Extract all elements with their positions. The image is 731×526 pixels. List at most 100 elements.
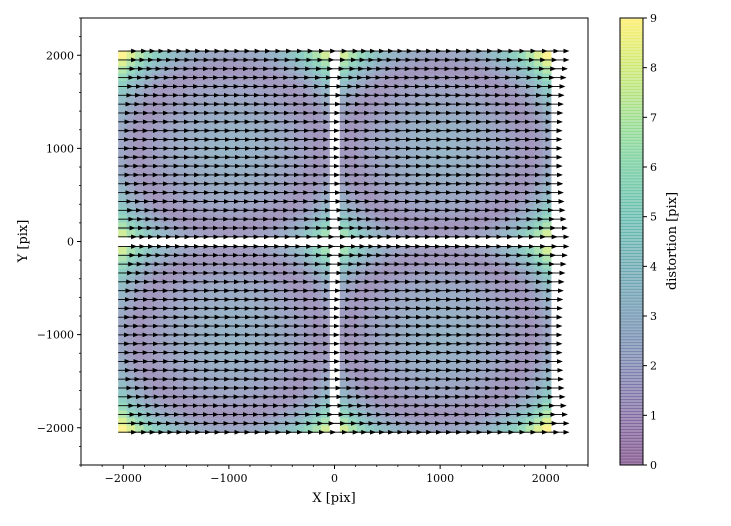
- heat-cell: [356, 305, 366, 314]
- colorbar-tick-label: 8: [650, 62, 657, 75]
- heat-cell: [143, 229, 153, 238]
- heat-cell: [135, 409, 145, 418]
- heat-cell: [525, 350, 535, 359]
- heat-cell: [312, 125, 322, 134]
- heat-cell: [339, 268, 349, 277]
- heat-cell: [534, 246, 544, 255]
- heat-cell: [202, 394, 212, 404]
- heat-cell: [432, 365, 442, 374]
- heat-cell: [320, 260, 330, 269]
- heat-cell: [483, 417, 493, 426]
- heat-cell: [407, 365, 417, 374]
- heat-cell: [211, 372, 221, 381]
- heat-cell: [295, 102, 305, 111]
- heat-cell: [365, 154, 375, 163]
- heat-cell: [474, 229, 485, 238]
- heat-cell: [441, 290, 451, 299]
- heat-cell: [348, 253, 358, 262]
- heat-cell: [508, 298, 518, 307]
- heat-cell: [525, 268, 535, 277]
- heat-cell: [278, 409, 288, 418]
- heat-cell: [415, 65, 425, 74]
- heat-cell: [151, 229, 162, 238]
- heat-cell: [320, 102, 330, 111]
- heat-cell: [253, 80, 263, 89]
- heat-cell: [348, 380, 358, 389]
- heat-cell: [278, 139, 288, 149]
- heat-cell: [348, 335, 358, 344]
- heat-cell: [373, 424, 383, 433]
- heat-cell: [261, 214, 271, 223]
- heat-cell: [365, 169, 375, 178]
- heat-cell: [126, 342, 136, 351]
- heat-cell: [441, 192, 451, 201]
- heat-cell: [542, 268, 552, 277]
- heat-cell: [151, 275, 162, 284]
- heat-cell: [474, 283, 485, 292]
- heat-cell: [244, 372, 254, 381]
- heat-cell: [424, 87, 434, 96]
- heat-cell: [525, 283, 535, 292]
- heat-cell: [441, 214, 451, 223]
- heat-cell: [312, 253, 322, 262]
- heat-cell: [483, 65, 493, 74]
- heat-cell: [194, 147, 204, 156]
- heat-cell: [202, 139, 212, 149]
- heat-cell: [312, 147, 322, 156]
- heat-cell: [356, 184, 366, 193]
- heat-cell: [304, 327, 314, 336]
- heat-cell: [382, 372, 392, 381]
- heat-cell: [458, 350, 468, 359]
- heat-cell: [177, 372, 187, 381]
- heat-cell: [382, 298, 392, 307]
- heat-cell: [270, 372, 280, 381]
- heat-cell: [517, 424, 527, 433]
- heat-cell: [382, 290, 392, 299]
- heat-cell: [244, 253, 254, 262]
- heat-cell: [542, 199, 552, 208]
- heat-cell: [270, 102, 280, 111]
- heat-cell: [500, 394, 510, 404]
- heat-cell: [339, 387, 349, 396]
- heat-cell: [295, 72, 305, 81]
- heat-cell: [304, 290, 314, 299]
- heat-cell: [339, 283, 349, 292]
- heat-cell: [194, 199, 204, 208]
- heat-cell: [474, 394, 485, 404]
- heat-cell: [424, 229, 434, 238]
- heat-cell: [491, 80, 501, 89]
- heat-cell: [373, 199, 383, 208]
- heat-cell: [261, 139, 271, 149]
- heat-cell: [415, 184, 425, 193]
- heat-cell: [177, 147, 187, 156]
- heat-cell: [466, 372, 476, 381]
- heat-cell: [339, 229, 349, 238]
- heat-cell: [236, 229, 246, 238]
- heat-cell: [407, 87, 417, 96]
- heat-cell: [365, 409, 375, 418]
- heat-cell: [398, 177, 408, 186]
- heat-cell: [177, 95, 187, 104]
- heat-cell: [466, 147, 476, 156]
- heat-cell: [219, 214, 229, 223]
- heat-cell: [432, 132, 442, 141]
- heat-cell: [135, 102, 145, 111]
- heat-cell: [236, 380, 246, 389]
- heat-cell: [126, 177, 136, 186]
- heat-cell: [228, 169, 238, 178]
- heat-cell: [390, 409, 400, 418]
- heat-cell: [135, 95, 145, 104]
- heat-cell: [483, 154, 493, 163]
- heat-cell: [491, 147, 501, 156]
- heat-cell: [185, 95, 195, 104]
- heat-cell: [320, 229, 330, 238]
- heat-cell: [270, 268, 280, 277]
- heat-cell: [312, 58, 322, 67]
- heat-cell: [177, 102, 187, 111]
- heat-cell: [287, 402, 297, 411]
- heat-cell: [339, 424, 349, 433]
- heat-cell: [474, 214, 485, 223]
- heat-cell: [382, 132, 392, 141]
- heat-cell: [373, 80, 383, 89]
- heat-cell: [348, 199, 358, 208]
